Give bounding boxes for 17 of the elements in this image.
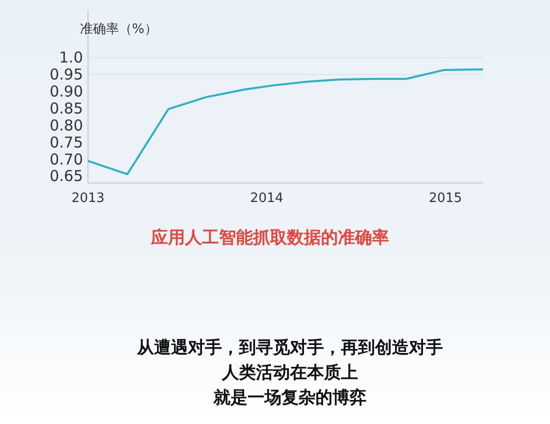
text: 从遭遇对手，到寻觅对手，再到创造对手 xyxy=(136,338,443,358)
y-tick-label: 0.70 xyxy=(50,150,83,168)
y-tick-label: 0.95 xyxy=(50,65,83,84)
y-tick-label: 0.90 xyxy=(50,82,83,100)
x-tick-label: 2013 xyxy=(71,191,105,206)
text: 人类活动在本质上 xyxy=(221,363,358,383)
y-axis-title: 准确率（%） xyxy=(80,21,158,37)
x-tick-label: 2014 xyxy=(250,191,284,206)
x-tick-label: 2015 xyxy=(428,191,462,206)
line-series xyxy=(87,68,484,176)
y-tick-label: 0.65 xyxy=(50,167,83,186)
text: 就是一场复杂的博弈 xyxy=(212,387,366,408)
text: 应用人工智能抓取数据的准确率 xyxy=(150,228,389,248)
y-tick-label: 0.75 xyxy=(50,133,83,152)
y-tick-label: 0.85 xyxy=(50,99,83,118)
y-tick-label: 0.80 xyxy=(50,116,83,134)
y-tick-label: 1.0 xyxy=(59,48,83,66)
